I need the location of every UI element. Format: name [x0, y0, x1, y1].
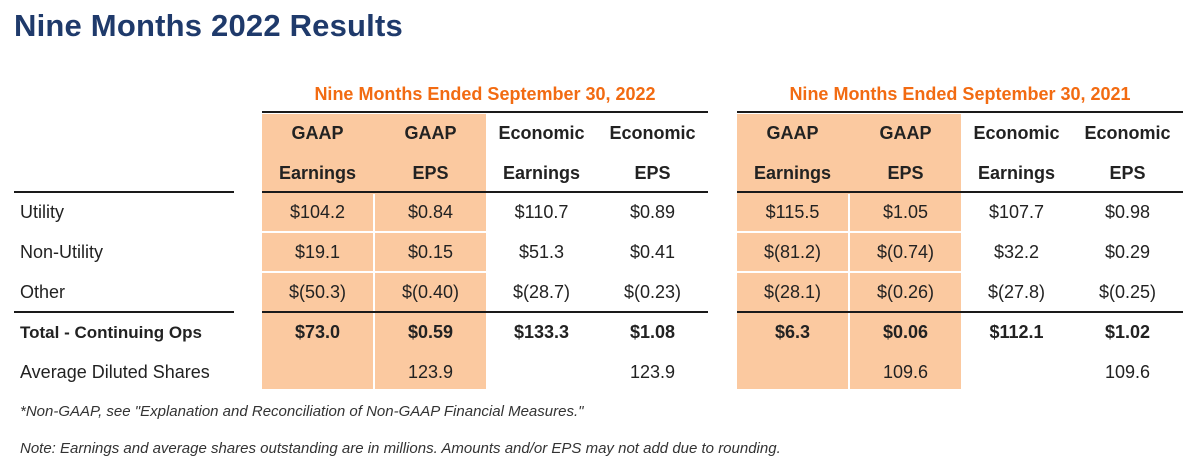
table-cell: $0.15: [407, 242, 454, 262]
col-header-econ-eps-2021-line2: EPS: [1109, 163, 1146, 183]
table-cell: 109.6: [882, 362, 929, 382]
table-cell: $(50.3): [288, 282, 347, 302]
table-cell: $(28.7): [512, 282, 571, 302]
col-header-gaap-eps-2022: GAAP: [404, 123, 457, 143]
col-header-gaap-eps-2022-line2: EPS: [412, 163, 449, 183]
shade-row-divider: [737, 231, 961, 233]
col-header-econ-earnings-2022: Economic: [498, 123, 585, 143]
rounding-note: Note: Earnings and average shares outsta…: [20, 440, 781, 457]
row-label-utility: Utility: [20, 202, 64, 222]
table-cell: $(0.74): [876, 242, 935, 262]
row-label-non-utility: Non-Utility: [20, 242, 104, 262]
table-cell: $0.84: [407, 202, 454, 222]
table-cell: $110.7: [514, 202, 569, 222]
table-cell: $133.3: [513, 322, 570, 342]
table-cell: $0.59: [407, 322, 454, 342]
total-rule-left: [14, 311, 234, 313]
table-cell: $(28.1): [763, 282, 822, 302]
shade-row-divider: [737, 271, 961, 273]
table-cell: $0.98: [1104, 202, 1151, 222]
period-header-2022: Nine Months Ended September 30, 2022: [314, 84, 656, 104]
col-header-econ-earnings-2022-line2: Earnings: [502, 163, 581, 183]
total-rule-2022: [262, 311, 708, 313]
col-header-gaap-earnings-2022: GAAP: [291, 123, 344, 143]
table-cell: $104.2: [289, 202, 346, 222]
col-header-gaap-eps-2021: GAAP: [879, 123, 932, 143]
header-rule-2022: [262, 191, 708, 193]
shade-row-divider: [262, 271, 486, 273]
row-label-shares: Average Diluted Shares: [20, 362, 210, 382]
table-cell: $1.05: [882, 202, 929, 222]
col-header-econ-eps-2022: Economic: [609, 123, 696, 143]
table-cell: 109.6: [1104, 362, 1151, 382]
table-cell: $(81.2): [763, 242, 822, 262]
row-label-total: Total - Continuing Ops: [20, 323, 202, 342]
period-rule-2021: [737, 111, 1183, 113]
table-cell: $107.7: [988, 202, 1045, 222]
footnote: *Non-GAAP, see "Explanation and Reconcil…: [20, 403, 584, 420]
table-cell: $0.41: [629, 242, 676, 262]
col-header-econ-earnings-2021: Economic: [973, 123, 1060, 143]
table-cell: $(0.26): [876, 282, 935, 302]
table-cell: $1.02: [1104, 322, 1151, 342]
table-cell: $115.5: [765, 202, 820, 222]
col-header-gaap-earnings-2021: GAAP: [766, 123, 819, 143]
page-title: Nine Months 2022 Results: [14, 8, 403, 43]
row-label-other: Other: [20, 282, 66, 302]
table-cell: $32.2: [993, 242, 1040, 262]
table-cell: $(0.25): [1098, 282, 1157, 302]
table-cell: $0.89: [629, 202, 676, 222]
col-header-gaap-earnings-2022-line2: Earnings: [278, 163, 357, 183]
period-rule-2022: [262, 111, 708, 113]
table-cell: $73.0: [294, 322, 341, 342]
shade-divider: [848, 194, 850, 389]
table-cell: $0.06: [882, 322, 929, 342]
table-cell: $(0.40): [401, 282, 460, 302]
table-cell: $(0.23): [623, 282, 682, 302]
table-cell: $51.3: [518, 242, 565, 262]
col-header-gaap-earnings-2021-line2: Earnings: [753, 163, 832, 183]
table-cell: $(27.8): [987, 282, 1046, 302]
table-cell: 123.9: [629, 362, 676, 382]
table-cell: 123.9: [407, 362, 454, 382]
table-cell: $19.1: [294, 242, 341, 262]
table-cell: $1.08: [629, 322, 676, 342]
header-rule-left: [14, 191, 234, 193]
period-header-2021: Nine Months Ended September 30, 2021: [789, 84, 1131, 104]
col-header-econ-earnings-2021-line2: Earnings: [977, 163, 1056, 183]
header-rule-2021: [737, 191, 1183, 193]
shade-row-divider: [262, 231, 486, 233]
col-header-econ-eps-2022-line2: EPS: [634, 163, 671, 183]
col-header-gaap-eps-2021-line2: EPS: [887, 163, 924, 183]
table-cell: $112.1: [989, 322, 1044, 342]
shade-divider: [373, 194, 375, 389]
total-rule-2021: [737, 311, 1183, 313]
table-cell: $0.29: [1104, 242, 1151, 262]
table-cell: $6.3: [774, 322, 811, 342]
col-header-econ-eps-2021: Economic: [1084, 123, 1171, 143]
